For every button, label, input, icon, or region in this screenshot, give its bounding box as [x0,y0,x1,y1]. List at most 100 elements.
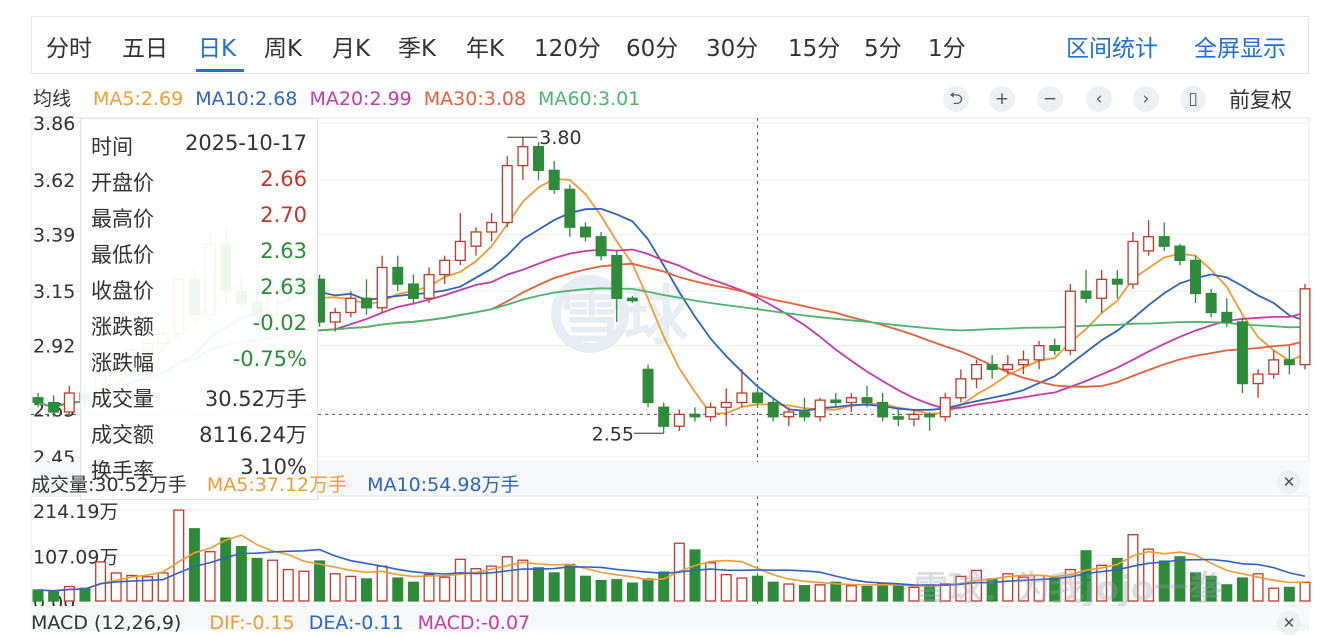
volume-bar-down [1190,572,1202,602]
candle-down [564,188,576,228]
scroll-left-icon[interactable]: ‹ [1086,86,1112,112]
volume-bar-down [611,579,623,602]
volume-bar-down [314,560,326,602]
tooltip-row: 成交额 8116.24万 [81,415,319,451]
tooltip-row: 时间 2025-10-17 [81,127,319,163]
candle-up [673,413,685,427]
tooltip-key: 成交量 [91,387,154,411]
volume-bar-up [845,585,857,602]
tooltip-key: 换手率 [91,459,154,483]
ma-legend-item-0: MA5:2.69 [93,88,184,110]
tooltip-value: 2.66 [260,167,307,191]
corner-watermark: 雪球：为我jojo一拳 [914,569,1223,609]
tooltip-row: 换手率 3.10% [81,451,319,487]
tab-10[interactable]: 15分 [788,36,841,62]
candle-up [1299,288,1311,366]
candle-down [689,413,701,418]
candle-down [32,397,44,404]
volume-close-icon[interactable]: ✕ [1277,470,1301,494]
candle-down [892,416,904,420]
candle-up [814,399,826,418]
tab-4[interactable]: 月K [332,36,371,62]
candle-down [1080,290,1092,299]
tooltip-row: 开盘价 2.66 [81,163,319,199]
candle-up [736,392,748,404]
candle-up [345,297,357,314]
macd-close-icon[interactable]: ✕ [1277,611,1301,635]
volume-bar-down [830,581,842,602]
tooltip-value: 8116.24万 [199,423,307,447]
volume-bar-up [1096,564,1108,602]
volume-bar-down [251,557,263,602]
candle-down [392,266,404,285]
tooltip-value: 2.63 [260,275,307,299]
tooltip-value: 2025-10-17 [184,131,307,155]
candle-up [501,164,513,224]
tooltip-key: 最低价 [91,243,154,267]
tab-0[interactable]: 分时 [46,36,92,62]
tab-2[interactable]: 日K [198,36,237,62]
tooltip-row: 涨跌幅 -0.75% [81,343,319,379]
volume-bar-down [642,578,654,602]
volume-bar-down [595,579,607,602]
volume-bar-up [486,565,498,602]
tab-11[interactable]: 5分 [864,36,902,62]
tooltip-row: 涨跌额 -0.02 [81,307,319,343]
tab-12[interactable]: 1分 [928,36,966,62]
volume-bar-down [220,537,232,602]
volume-bar-down [752,575,764,602]
volume-bar-up [1268,587,1280,602]
candle-down [1111,278,1123,285]
price-tick-label: 3.62 [33,170,75,192]
volume-bar-up [1064,568,1076,602]
candle-down [861,397,873,404]
tooltip-key: 成交额 [91,423,154,447]
volume-bar-down [626,582,638,602]
volume-bar-up [95,561,107,602]
volume-bar-down [79,587,91,602]
tab-3[interactable]: 周K [264,36,303,62]
candle-down [752,392,764,404]
volume-bar-up [1002,573,1014,602]
candle-up [1268,359,1280,375]
volume-label: 成交量:30.52万手 [31,474,187,496]
tab-7[interactable]: 120分 [534,36,601,62]
tooltip-value: -0.75% [232,347,307,371]
volume-ma5-line [37,534,1306,592]
candle-down [767,401,779,418]
zoom-out-icon[interactable]: − [1037,86,1063,112]
volume-bar-down [579,575,591,602]
range-stats-link[interactable]: 区间统计 [1066,36,1158,62]
volume-bar-up [783,583,795,602]
scroll-right-icon[interactable]: › [1133,86,1159,112]
candle-down [1236,321,1248,385]
tab-1[interactable]: 五日 [122,36,168,62]
volume-bar-up [157,572,169,602]
fullscreen-link[interactable]: 全屏显示 [1194,36,1286,62]
candle-up [720,401,732,408]
macd-legend: MACD (12,26,9) DIF:-0.15 DEA:-0.11 MACD:… [31,612,530,634]
tab-9[interactable]: 30分 [706,36,759,62]
tab-5[interactable]: 季K [398,36,437,62]
volume-bar-up [126,574,138,602]
candle-up [517,146,529,167]
zoom-in-icon[interactable]: + [989,86,1015,112]
candle-up [705,406,717,418]
price-tick-label: 3.15 [33,281,75,303]
ma-legend-item-1: MA10:2.68 [195,88,298,110]
candle-up [423,273,435,299]
tab-8[interactable]: 60分 [626,36,679,62]
tab-6[interactable]: 年K [466,36,505,62]
volume-bar-down [48,591,60,602]
candle-up [845,397,857,404]
price-adjust-selector[interactable]: 前复权 [1229,88,1292,112]
candle-type-icon[interactable]: ▯ [1180,86,1206,112]
undo-icon[interactable]: ⮌ [943,86,969,112]
volume-bar-up [173,509,185,602]
candle-down [877,401,889,418]
volume-bar-up [282,568,294,602]
candle-down [658,406,670,427]
volume-bar-down [1283,586,1295,602]
candle-down [1283,359,1295,366]
